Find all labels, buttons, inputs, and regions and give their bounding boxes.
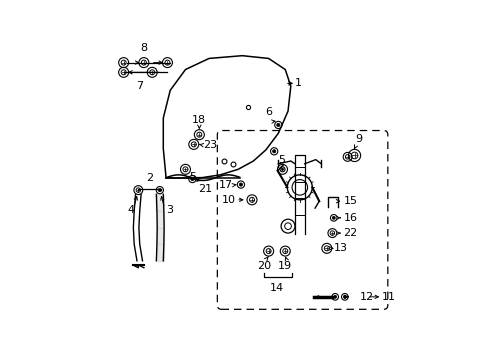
Text: 21: 21 bbox=[198, 184, 212, 194]
Circle shape bbox=[276, 123, 280, 127]
Text: 15: 15 bbox=[343, 196, 357, 206]
Text: 1: 1 bbox=[294, 78, 302, 89]
Text: 14: 14 bbox=[269, 283, 284, 293]
Text: 5: 5 bbox=[189, 172, 196, 182]
Text: 18: 18 bbox=[192, 115, 206, 125]
Circle shape bbox=[239, 183, 242, 186]
Circle shape bbox=[272, 150, 275, 153]
Text: 17: 17 bbox=[218, 180, 232, 190]
Text: 13: 13 bbox=[333, 243, 347, 253]
Text: 7: 7 bbox=[136, 81, 143, 91]
Text: 4: 4 bbox=[127, 205, 134, 215]
Circle shape bbox=[281, 168, 283, 170]
Text: 12: 12 bbox=[359, 292, 373, 302]
Text: 19: 19 bbox=[278, 261, 292, 271]
Text: 23: 23 bbox=[203, 140, 217, 150]
Text: 2: 2 bbox=[145, 173, 153, 183]
Circle shape bbox=[332, 216, 335, 219]
Text: 6: 6 bbox=[264, 107, 272, 117]
Text: 8: 8 bbox=[140, 43, 147, 53]
Text: 3: 3 bbox=[166, 205, 173, 215]
Text: 22: 22 bbox=[343, 228, 357, 238]
Circle shape bbox=[190, 177, 194, 181]
Circle shape bbox=[158, 189, 161, 192]
Text: 11: 11 bbox=[382, 292, 395, 302]
Text: 16: 16 bbox=[343, 213, 357, 223]
Circle shape bbox=[333, 295, 336, 298]
Text: 5: 5 bbox=[278, 155, 285, 165]
Text: 10: 10 bbox=[221, 195, 235, 205]
Text: 20: 20 bbox=[256, 261, 270, 271]
Text: 9: 9 bbox=[355, 134, 362, 144]
Circle shape bbox=[343, 295, 346, 298]
